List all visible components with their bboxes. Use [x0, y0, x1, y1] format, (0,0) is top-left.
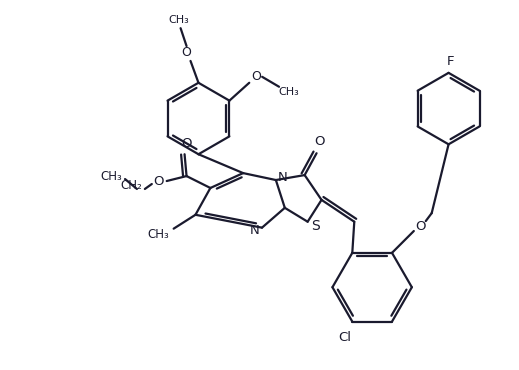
Text: O: O — [182, 47, 192, 60]
Text: CH₃: CH₃ — [279, 87, 299, 97]
Text: O: O — [251, 70, 261, 83]
Text: F: F — [447, 56, 454, 68]
Text: N: N — [250, 224, 260, 237]
Text: O: O — [315, 135, 325, 148]
Text: O: O — [181, 137, 192, 150]
Text: S: S — [311, 219, 320, 233]
Text: CH₃: CH₃ — [147, 228, 169, 241]
Text: CH₃: CH₃ — [100, 169, 122, 182]
Text: CH₂: CH₂ — [120, 179, 142, 192]
Text: N: N — [278, 171, 288, 184]
Text: CH₃: CH₃ — [168, 15, 189, 25]
Text: O: O — [154, 175, 164, 188]
Text: Cl: Cl — [338, 331, 351, 344]
Text: O: O — [416, 219, 426, 233]
